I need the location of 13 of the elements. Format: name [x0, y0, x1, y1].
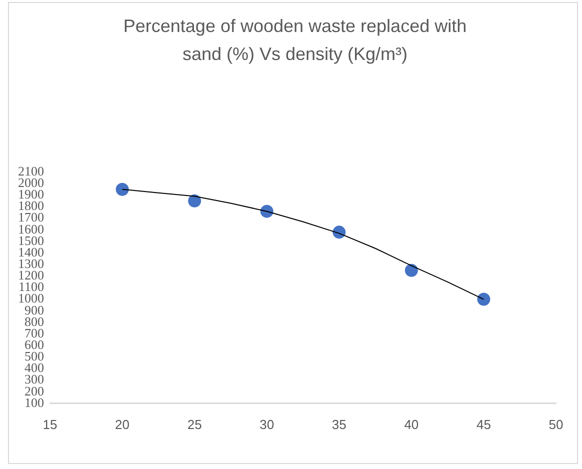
point — [477, 292, 490, 306]
x-tick-label: 20 — [115, 416, 130, 432]
chart-title: Percentage of wooden waste replaced with sand (%) Vs density (Kg/m³) — [122, 15, 468, 66]
x-tick-label: 45 — [476, 416, 491, 432]
point — [188, 194, 202, 208]
point — [404, 264, 418, 277]
point — [116, 182, 129, 196]
x-tick-label: 40 — [404, 416, 419, 432]
x-tick-label: 50 — [548, 416, 564, 432]
x-tick-label: 15 — [42, 416, 58, 432]
x-tick-label: 30 — [260, 416, 274, 432]
x-tick-label: 25 — [187, 416, 202, 432]
x-tick-label: 35 — [332, 416, 346, 432]
